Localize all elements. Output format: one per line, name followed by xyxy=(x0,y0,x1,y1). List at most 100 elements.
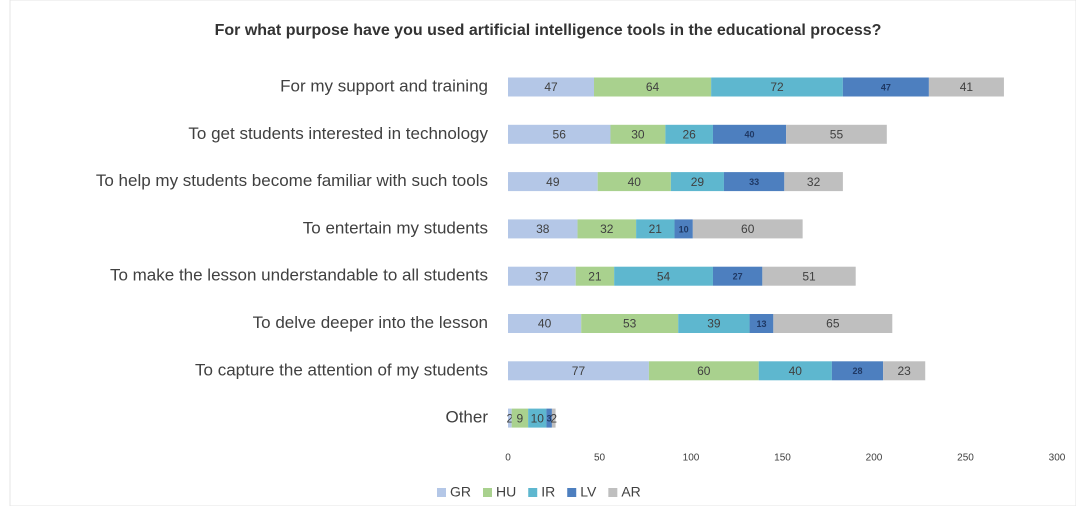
bar-segment xyxy=(678,314,750,333)
data-label: 10 xyxy=(531,411,545,425)
bar-segment xyxy=(594,77,712,97)
bar-segment xyxy=(749,314,774,333)
legend-swatch xyxy=(528,488,538,497)
y-tick-label: To capture the attention of my students xyxy=(195,360,488,379)
data-label: 21 xyxy=(588,269,602,283)
y-tick-label: To get students interested in technology xyxy=(188,124,488,143)
data-label: 56 xyxy=(553,127,567,141)
bar-segment xyxy=(928,77,1004,97)
data-label: 28 xyxy=(853,366,863,376)
data-label: 55 xyxy=(830,127,844,141)
data-label: 60 xyxy=(741,222,755,236)
bar-segment xyxy=(786,124,887,144)
x-tick-label: 200 xyxy=(866,453,883,464)
bar-segment xyxy=(508,361,649,381)
x-tick-label: 150 xyxy=(774,453,791,464)
bar-segment xyxy=(528,408,547,428)
data-label: 10 xyxy=(679,224,689,234)
data-label: 54 xyxy=(657,269,671,283)
data-label: 40 xyxy=(789,364,803,378)
data-label: 51 xyxy=(802,269,816,283)
bar-segment xyxy=(670,172,724,192)
legend-label: AR xyxy=(621,484,640,500)
x-tick-label: 50 xyxy=(594,453,606,464)
x-tick-label: 100 xyxy=(683,453,700,464)
bar-segment xyxy=(648,361,759,381)
bar-segment xyxy=(692,219,803,239)
bar-segment xyxy=(712,124,787,144)
bar-segment xyxy=(831,361,884,381)
legend-swatch xyxy=(567,488,577,497)
data-label: 9 xyxy=(517,411,524,425)
bar-segment xyxy=(577,219,637,239)
data-label: 37 xyxy=(535,269,549,283)
bar-segment xyxy=(508,124,611,144)
bar-segment xyxy=(610,124,666,144)
y-tick-label: To delve deeper into the lesson xyxy=(253,313,488,332)
bar-segment xyxy=(508,172,598,192)
bar-segment xyxy=(711,77,843,97)
bar-segment xyxy=(723,172,785,192)
bar-segment xyxy=(758,361,832,381)
x-tick-label: 250 xyxy=(957,453,974,464)
bar-segment xyxy=(762,266,856,286)
bar-segment xyxy=(665,124,713,144)
bar-segment xyxy=(636,219,675,239)
data-label: 2 xyxy=(550,411,557,425)
legend-label: LV xyxy=(580,484,597,500)
bar-segment xyxy=(773,314,893,333)
bar-segment xyxy=(674,219,693,239)
y-tick-label: To entertain my students xyxy=(303,218,488,237)
y-tick-label: Other xyxy=(445,408,488,427)
data-label: 77 xyxy=(572,364,586,378)
data-label: 13 xyxy=(756,319,766,329)
bar-segment xyxy=(508,408,512,428)
data-label: 40 xyxy=(745,130,755,140)
data-label: 32 xyxy=(807,175,821,189)
bar-segment xyxy=(712,266,763,286)
bar-segment xyxy=(842,77,929,97)
data-label: 23 xyxy=(898,364,912,378)
y-tick-label: For my support and training xyxy=(280,76,488,95)
bar-segment xyxy=(508,219,578,239)
data-label: 2 xyxy=(506,411,513,425)
bar-segment xyxy=(508,77,595,97)
data-label: 38 xyxy=(536,222,550,236)
data-label: 32 xyxy=(600,222,614,236)
data-label: 47 xyxy=(881,82,891,92)
bar-segment xyxy=(508,266,576,286)
data-label: 27 xyxy=(733,272,743,282)
data-label: 60 xyxy=(697,364,711,378)
data-label: 40 xyxy=(628,175,642,189)
bar-segment xyxy=(546,408,552,428)
bar-segment xyxy=(883,361,926,381)
data-label: 72 xyxy=(770,80,784,94)
bar-segment xyxy=(551,408,556,428)
data-label: 21 xyxy=(649,222,663,236)
legend-label: HU xyxy=(496,484,516,500)
legend-swatch xyxy=(483,488,492,497)
chart-frame xyxy=(9,0,1076,506)
data-label: 39 xyxy=(707,317,721,331)
x-tick-label: 300 xyxy=(1049,453,1066,464)
data-label: 53 xyxy=(623,317,637,331)
bar-segment xyxy=(508,314,582,333)
x-tick-label: 0 xyxy=(505,453,511,464)
data-label: 30 xyxy=(631,127,645,141)
data-label: 3 xyxy=(547,413,552,423)
bar-segment xyxy=(614,266,713,286)
legend-label: GR xyxy=(450,484,471,500)
bar-segment xyxy=(581,314,679,333)
chart-title: For what purpose have you used artificia… xyxy=(215,22,882,39)
y-tick-label: To help my students become familiar with… xyxy=(96,171,488,190)
legend-swatch xyxy=(608,488,618,497)
bar-segment xyxy=(511,408,529,428)
data-label: 41 xyxy=(960,80,974,94)
data-label: 49 xyxy=(546,175,560,189)
y-tick-label: To make the lesson understandable to all… xyxy=(110,266,488,285)
data-label: 64 xyxy=(646,80,660,94)
legend-swatch xyxy=(437,488,446,497)
data-label: 47 xyxy=(544,80,558,94)
data-label: 26 xyxy=(682,127,696,141)
